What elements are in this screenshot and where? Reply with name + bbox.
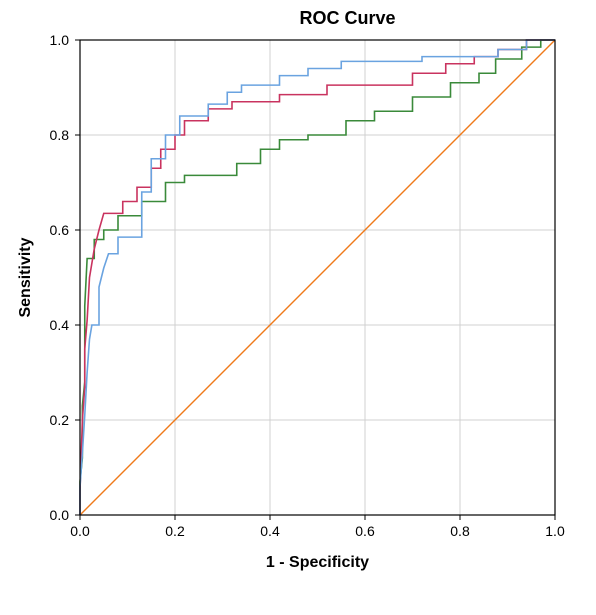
y-tick-label: 1.0 (50, 32, 70, 48)
x-tick-label: 0.6 (355, 523, 375, 539)
chart-title: ROC Curve (299, 8, 395, 28)
x-tick-label: 0.0 (70, 523, 90, 539)
y-tick-label: 0.2 (50, 412, 70, 428)
x-tick-label: 1.0 (545, 523, 565, 539)
y-tick-label: 0.6 (50, 222, 70, 238)
y-tick-label: 0.0 (50, 507, 70, 523)
x-tick-label: 0.8 (450, 523, 470, 539)
roc-chart: 0.0 0.2 0.4 0.6 0.8 1.0 0.0 0.2 0.4 0.6 0.8 1.0 ROC … (0, 0, 596, 615)
y-tick-label: 0.4 (50, 317, 70, 333)
x-tick-label: 0.4 (260, 523, 280, 539)
y-tick-label: 0.8 (50, 127, 70, 143)
roc-svg: 0.0 0.2 0.4 0.6 0.8 1.0 0.0 0.2 0.4 0.6 0.8 1.0 ROC … (0, 0, 596, 615)
x-tick-label: 0.2 (165, 523, 185, 539)
y-axis-label: Sensitivity (17, 237, 34, 317)
x-axis-label: 1 - Specificity (266, 554, 369, 571)
